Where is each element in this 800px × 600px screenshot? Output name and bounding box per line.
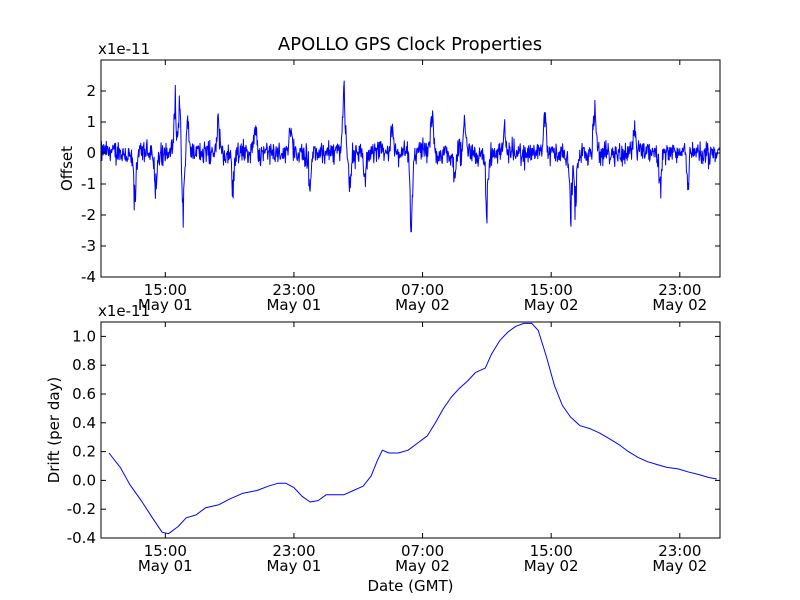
drift-xtick-time-label: 15:00 [530, 542, 573, 560]
drift-y-axis-title: Drift (per day) [45, 377, 63, 484]
drift-axes-frame [100, 321, 721, 539]
drift-ytick-label: 0.0 [72, 471, 96, 489]
offset-scale-label: x1e-11 [98, 40, 150, 58]
offset-xtick-date-label: May 02 [652, 296, 707, 314]
offset-xtick-time-label: 07:00 [401, 281, 444, 299]
drift-xtick-date-label: May 01 [138, 557, 193, 575]
offset-ytick-label: 1 [86, 113, 96, 131]
offset-y-axis-title: Offset [58, 146, 76, 191]
offset-xtick-date-label: May 01 [266, 296, 321, 314]
offset-ytick-label: 2 [86, 82, 96, 100]
offset-xtick-time-label: 23:00 [272, 281, 315, 299]
offset-ytick-label: -2 [81, 206, 96, 224]
chart-title: APOLLO GPS Clock Properties [278, 34, 542, 55]
drift-ytick-label: -0.4 [67, 529, 96, 547]
drift-ytick-label: 0.2 [72, 443, 96, 461]
drift-xtick-date-label: May 02 [652, 557, 707, 575]
drift-ytick-label: 0.4 [72, 414, 96, 432]
offset-ytick-label: -1 [81, 175, 96, 193]
drift-ytick-label: 0.6 [72, 385, 96, 403]
drift-xtick-date-label: May 02 [524, 557, 579, 575]
drift-series-line [108, 322, 717, 535]
drift-xtick-time-label: 15:00 [144, 542, 187, 560]
drift-ytick-label: -0.2 [67, 500, 96, 518]
offset-xtick-date-label: May 01 [138, 296, 193, 314]
drift-ytick-label: 0.8 [72, 356, 96, 374]
offset-ytick-label: 0 [86, 144, 96, 162]
offset-xtick-date-label: May 02 [524, 296, 579, 314]
drift-x-axis-title: Date (GMT) [367, 577, 453, 595]
offset-axes-frame [100, 59, 721, 278]
drift-xtick-time-label: 23:00 [658, 542, 701, 560]
offset-xtick-date-label: May 02 [395, 296, 450, 314]
drift-scale-label: x1e-11 [98, 302, 150, 320]
offset-xtick-time-label: 23:00 [658, 281, 701, 299]
drift-xtick-date-label: May 02 [395, 557, 450, 575]
offset-xtick-time-label: 15:00 [530, 281, 573, 299]
offset-ytick-label: -4 [81, 268, 96, 286]
drift-xtick-time-label: 23:00 [272, 542, 315, 560]
offset-ytick-label: -3 [81, 237, 96, 255]
drift-xtick-date-label: May 01 [266, 557, 321, 575]
offset-series-line [101, 80, 720, 233]
drift-ytick-label: 1.0 [72, 327, 96, 345]
drift-xtick-time-label: 07:00 [401, 542, 444, 560]
offset-xtick-time-label: 15:00 [144, 281, 187, 299]
